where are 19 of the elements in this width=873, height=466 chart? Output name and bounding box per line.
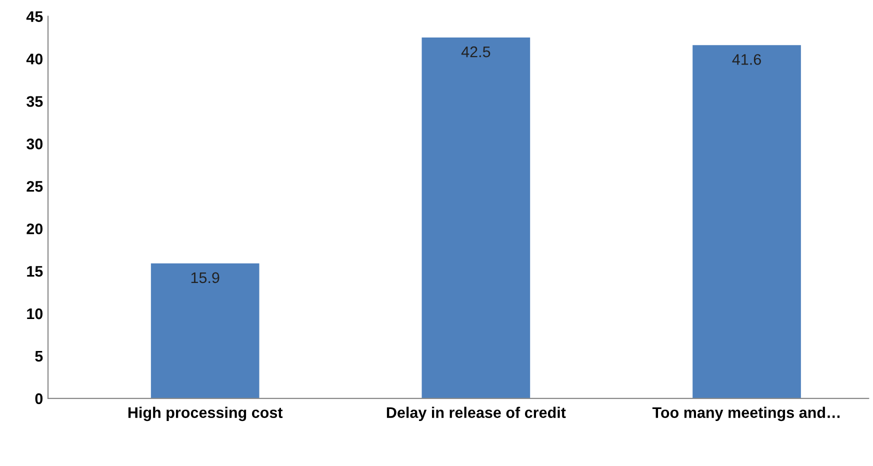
y-tick-label: 0 xyxy=(35,393,43,404)
y-tick-label: 20 xyxy=(26,223,43,234)
y-tick-label: 15 xyxy=(27,266,43,277)
data-label: 42.5 xyxy=(461,46,490,58)
y-tick-label: 30 xyxy=(26,138,43,150)
bar xyxy=(150,263,260,398)
bar xyxy=(422,38,530,398)
y-tick-label: 35 xyxy=(26,96,43,107)
x-tick-label: Delay in release of credit xyxy=(386,406,566,422)
y-tick-label: 45 xyxy=(26,11,43,22)
data-label: 15.9 xyxy=(191,272,220,284)
bar xyxy=(692,45,801,398)
y-tick-label: 25 xyxy=(26,181,43,192)
x-tick-label: High processing cost xyxy=(128,406,283,422)
y-tick-label: 10 xyxy=(27,308,43,320)
y-tick-label: 5 xyxy=(35,350,43,362)
x-tick-label: Too many meetings and… xyxy=(652,406,840,422)
y-tick-label: 40 xyxy=(26,54,43,64)
data-label: 41.6 xyxy=(732,54,761,65)
